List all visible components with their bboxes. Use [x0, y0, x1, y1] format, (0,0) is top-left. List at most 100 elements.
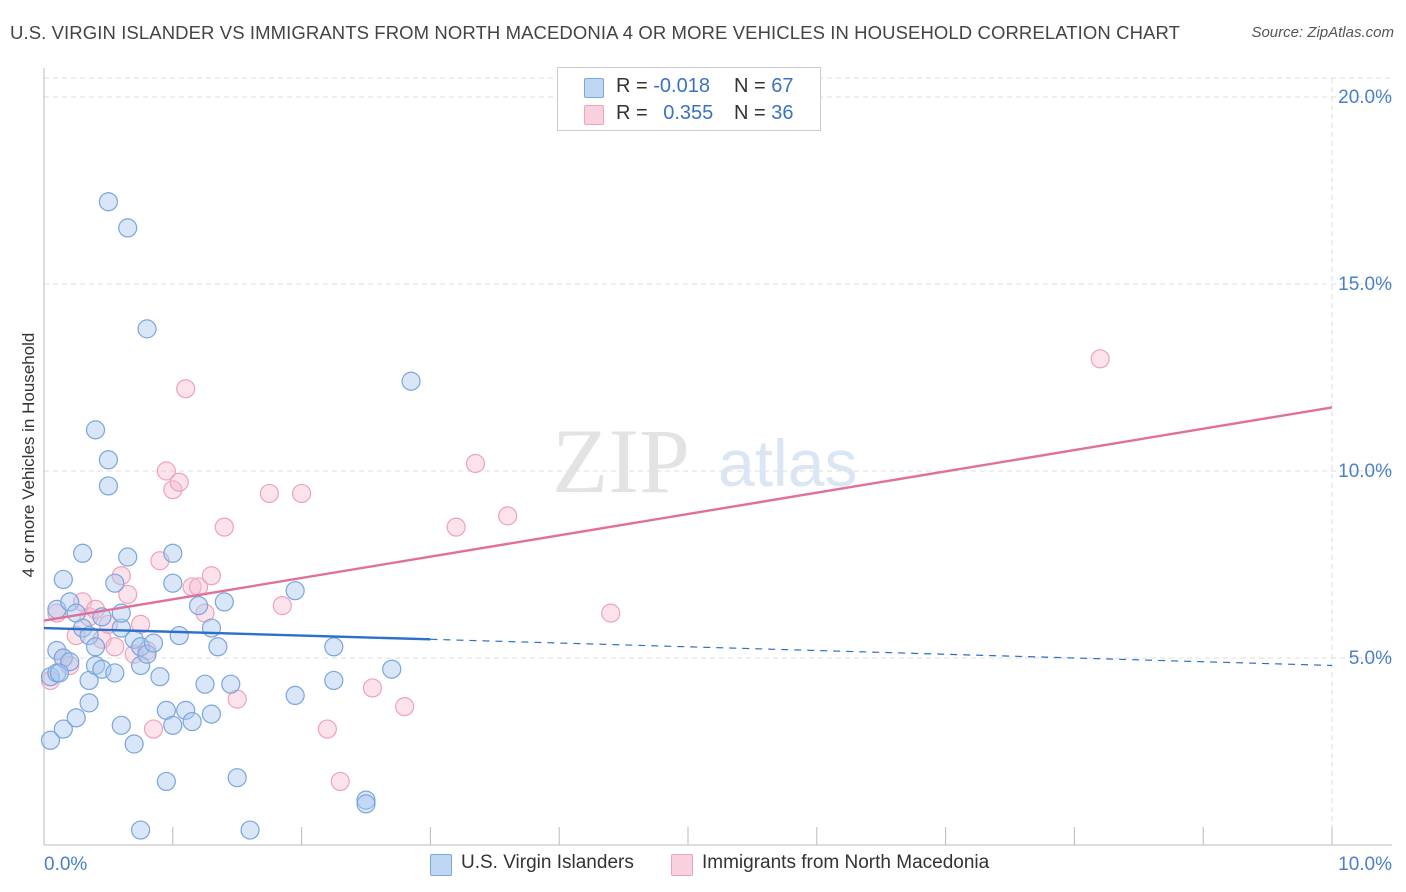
data-point-virgin-islanders	[73, 543, 93, 563]
data-point-north-macedonia	[601, 603, 621, 623]
data-point-north-macedonia	[1090, 349, 1110, 369]
data-point-north-macedonia	[163, 480, 183, 500]
data-point-virgin-islanders	[227, 768, 247, 788]
data-point-north-macedonia	[118, 584, 138, 605]
trend-line-virgin-islanders-extension	[430, 638, 1333, 667]
data-point-north-macedonia	[169, 472, 189, 492]
data-point-virgin-islanders	[188, 596, 209, 616]
data-point-virgin-islanders	[49, 663, 70, 683]
data-point-virgin-islanders	[111, 618, 131, 638]
data-point-virgin-islanders	[240, 820, 260, 840]
data-point-virgin-islanders	[40, 730, 61, 750]
data-point-virgin-islanders	[124, 734, 144, 754]
data-point-virgin-islanders	[285, 581, 305, 601]
data-point-north-macedonia	[292, 483, 312, 504]
data-point-virgin-islanders	[137, 319, 157, 339]
data-point-virgin-islanders	[201, 704, 222, 724]
legend-n-value: 36	[771, 102, 794, 124]
data-point-virgin-islanders	[169, 625, 189, 646]
data-point-virgin-islanders	[214, 592, 234, 612]
legend-r-value: -0.018	[653, 75, 710, 97]
data-point-virgin-islanders	[163, 543, 183, 563]
source-label: Source: ZipAtlas.com	[1251, 24, 1394, 41]
legend-r: R = -0.018	[616, 75, 710, 97]
data-point-north-macedonia	[272, 596, 292, 616]
data-point-virgin-islanders	[221, 674, 241, 694]
x-tick-label: 10.0%	[1338, 854, 1392, 875]
data-point-north-macedonia	[446, 517, 466, 537]
legend-n-value: 67	[771, 75, 794, 97]
y-axis-label: 4 or more Vehicles in Household	[19, 333, 38, 578]
data-point-north-macedonia	[214, 517, 234, 537]
grid-lines	[44, 77, 1392, 845]
data-point-virgin-islanders	[156, 771, 176, 792]
data-point-virgin-islanders	[163, 715, 183, 735]
data-point-north-macedonia	[465, 453, 486, 474]
watermark-zip: ZIP	[552, 410, 690, 512]
tick-labels: 5.0% 10.0% 15.0% 20.0% 0.0% 10.0%	[44, 87, 1392, 875]
y-tick-label: 5.0%	[1349, 648, 1392, 669]
data-point-north-macedonia	[143, 719, 164, 739]
legend-r: R = 0.355	[616, 102, 714, 124]
legend-swatch-blue	[584, 78, 604, 98]
y-tick-label: 10.0%	[1338, 461, 1392, 482]
data-point-north-macedonia	[498, 506, 518, 526]
data-point-north-macedonia	[156, 461, 176, 481]
watermark: ZIP atlas	[552, 410, 857, 512]
legend-row-virgin-islanders: R = -0.018 N = 67	[558, 74, 820, 100]
y-tick-label: 20.0%	[1338, 87, 1392, 108]
data-point-virgin-islanders	[79, 625, 99, 646]
data-point-north-macedonia	[362, 678, 383, 698]
data-point-virgin-islanders	[66, 708, 86, 728]
data-point-virgin-islanders	[118, 547, 138, 567]
legend-swatch-virgin-islanders	[430, 854, 452, 876]
series-legend: U.S. Virgin Islanders Immigrants from No…	[0, 851, 1406, 879]
legend-swatch-pink	[584, 105, 604, 125]
data-point-north-macedonia	[317, 719, 337, 739]
legend-r-value: 0.355	[663, 102, 714, 124]
legend-swatch-north-macedonia	[671, 854, 693, 876]
data-point-virgin-islanders	[208, 637, 228, 657]
data-point-virgin-islanders	[85, 637, 106, 657]
data-point-virgin-islanders	[143, 633, 164, 653]
data-point-virgin-islanders	[105, 573, 125, 593]
data-point-virgin-islanders	[163, 573, 183, 593]
data-point-virgin-islanders	[285, 685, 305, 706]
data-point-virgin-islanders	[201, 618, 222, 638]
data-point-virgin-islanders	[382, 659, 402, 679]
data-point-virgin-islanders	[98, 450, 119, 470]
data-point-north-macedonia	[259, 483, 279, 504]
legend-label-virgin-islanders: U.S. Virgin Islanders	[461, 852, 634, 873]
correlation-legend: R = -0.018 N = 67 R = 0.355 N = 36	[557, 67, 821, 131]
data-point-virgin-islanders	[182, 711, 202, 732]
data-point-virgin-islanders	[150, 667, 170, 687]
legend-row-north-macedonia: R = 0.355 N = 36	[558, 101, 820, 127]
data-point-virgin-islanders	[131, 820, 151, 840]
data-point-north-macedonia	[105, 637, 125, 657]
data-point-virgin-islanders	[176, 700, 196, 720]
data-point-north-macedonia	[330, 771, 350, 792]
data-point-virgin-islanders	[324, 670, 344, 691]
y-tick-label: 15.0%	[1338, 274, 1392, 295]
data-point-virgin-islanders	[53, 569, 73, 590]
legend-n: N = 67	[734, 75, 794, 97]
trend-line-virgin-islanders	[43, 626, 431, 641]
data-point-virgin-islanders	[98, 476, 119, 496]
data-point-virgin-islanders	[105, 663, 125, 683]
data-point-virgin-islanders	[98, 192, 119, 212]
data-point-north-macedonia	[395, 697, 415, 717]
data-point-virgin-islanders	[195, 674, 215, 694]
data-point-virgin-islanders	[118, 218, 138, 238]
watermark-atlas: atlas	[718, 426, 857, 500]
data-point-virgin-islanders	[60, 592, 80, 612]
x-tick-label: 0.0%	[44, 854, 87, 875]
data-point-virgin-islanders	[53, 719, 73, 739]
data-point-north-macedonia	[201, 566, 222, 586]
data-point-virgin-islanders	[47, 640, 67, 661]
data-point-virgin-islanders	[137, 644, 157, 664]
data-point-virgin-islanders	[85, 420, 106, 440]
data-point-virgin-islanders	[79, 693, 99, 713]
data-point-virgin-islanders	[131, 655, 151, 676]
data-point-virgin-islanders	[356, 794, 376, 814]
